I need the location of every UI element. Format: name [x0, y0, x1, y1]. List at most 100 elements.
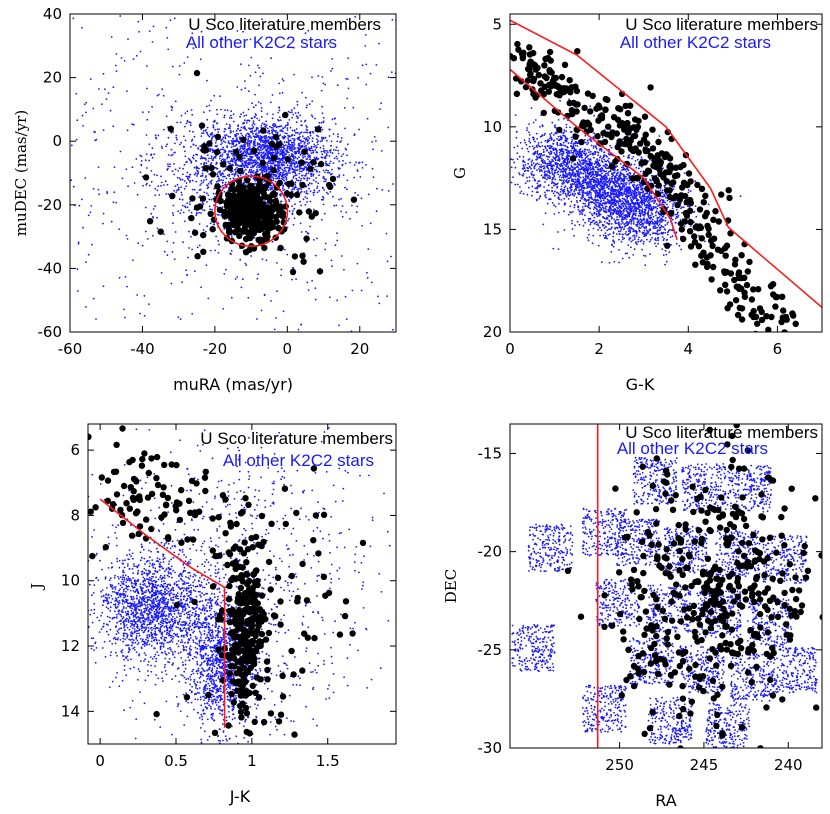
- other-point: [244, 119, 246, 122]
- other-point: [535, 163, 537, 166]
- other-point: [527, 162, 529, 165]
- other-point: [422, 176, 424, 178]
- other-point: [359, 402, 361, 404]
- other-point: [654, 242, 656, 245]
- other-point: [246, 148, 249, 150]
- other-point: [707, 203, 710, 206]
- other-point: [291, 161, 293, 164]
- other-point: [249, 130, 252, 133]
- other-point: [181, 281, 184, 283]
- other-point: [386, 260, 389, 263]
- other-point: [669, 101, 671, 103]
- other-point: [305, 158, 308, 161]
- other-point: [588, 233, 590, 236]
- other-point: [200, 30, 203, 33]
- other-point: [671, 235, 674, 238]
- other-point: [253, 159, 256, 162]
- member-point: [208, 164, 215, 172]
- other-point: [158, 93, 160, 96]
- other-point: [233, 168, 236, 171]
- other-point: [209, 147, 212, 150]
- other-point: [360, 289, 363, 292]
- other-point: [333, 149, 335, 151]
- other-point: [594, 52, 596, 54]
- other-point: [602, 194, 604, 197]
- other-point: [255, 162, 258, 165]
- other-point: [225, 268, 227, 271]
- other-point: [128, 380, 130, 382]
- other-point: [172, 214, 175, 217]
- other-point: [210, 155, 213, 158]
- other-point: [190, 109, 193, 111]
- other-point: [309, 132, 312, 135]
- other-point: [150, 212, 153, 215]
- other-point: [177, 170, 180, 172]
- other-point: [558, 151, 561, 154]
- other-point: [321, 139, 323, 142]
- other-point: [322, 177, 325, 179]
- other-point: [290, 167, 292, 169]
- other-point: [224, 136, 227, 138]
- member-point: [252, 190, 259, 197]
- other-point: [323, 189, 326, 191]
- other-point: [137, 242, 140, 245]
- other-point: [439, 90, 441, 92]
- other-point: [291, 171, 294, 174]
- other-point: [316, 237, 318, 240]
- other-point: [279, 173, 282, 176]
- other-point: [587, 217, 590, 220]
- other-point: [426, 167, 428, 169]
- other-point: [261, 122, 264, 125]
- other-point: [298, 148, 300, 151]
- other-point: [207, 297, 210, 300]
- other-point: [534, 463, 536, 465]
- other-point: [177, 316, 180, 318]
- other-point: [241, 134, 244, 137]
- other-point: [313, 189, 316, 192]
- other-point: [171, 106, 174, 109]
- other-point: [642, 242, 645, 245]
- other-point: [164, 180, 167, 183]
- other-point: [556, 191, 558, 194]
- other-point: [236, 166, 238, 169]
- other-point: [16, 385, 18, 387]
- other-point: [195, 159, 197, 162]
- other-point: [454, 187, 456, 189]
- member-point: [291, 253, 299, 260]
- other-point: [156, 189, 159, 192]
- other-point: [333, 117, 336, 120]
- other-point: [289, 147, 292, 149]
- other-point: [303, 137, 305, 140]
- other-point: [235, 137, 238, 139]
- other-point: [54, 166, 56, 168]
- other-point: [617, 266, 619, 268]
- other-point: [186, 110, 189, 113]
- other-point: [202, 132, 205, 135]
- other-point: [282, 130, 284, 133]
- other-point: [299, 222, 302, 225]
- other-point: [287, 172, 289, 175]
- other-point: [299, 170, 301, 173]
- other-point: [225, 177, 228, 180]
- other-point: [293, 186, 295, 189]
- other-point: [195, 144, 197, 147]
- other-point: [263, 145, 265, 148]
- other-point: [359, 176, 362, 178]
- other-point: [266, 334, 268, 336]
- member-point: [239, 204, 246, 212]
- other-point: [582, 202, 585, 205]
- member-point: [235, 183, 242, 190]
- other-point: [344, 127, 346, 130]
- other-point: [619, 310, 621, 312]
- other-point: [257, 162, 259, 164]
- other-point: [221, 158, 224, 161]
- other-point: [241, 162, 244, 164]
- other-point: [271, 132, 274, 135]
- other-point: [310, 175, 313, 178]
- other-point: [171, 212, 174, 214]
- other-point: [47, 294, 49, 296]
- other-point: [218, 177, 221, 180]
- other-point: [291, 266, 294, 269]
- other-point: [294, 335, 296, 337]
- other-point: [236, 335, 238, 337]
